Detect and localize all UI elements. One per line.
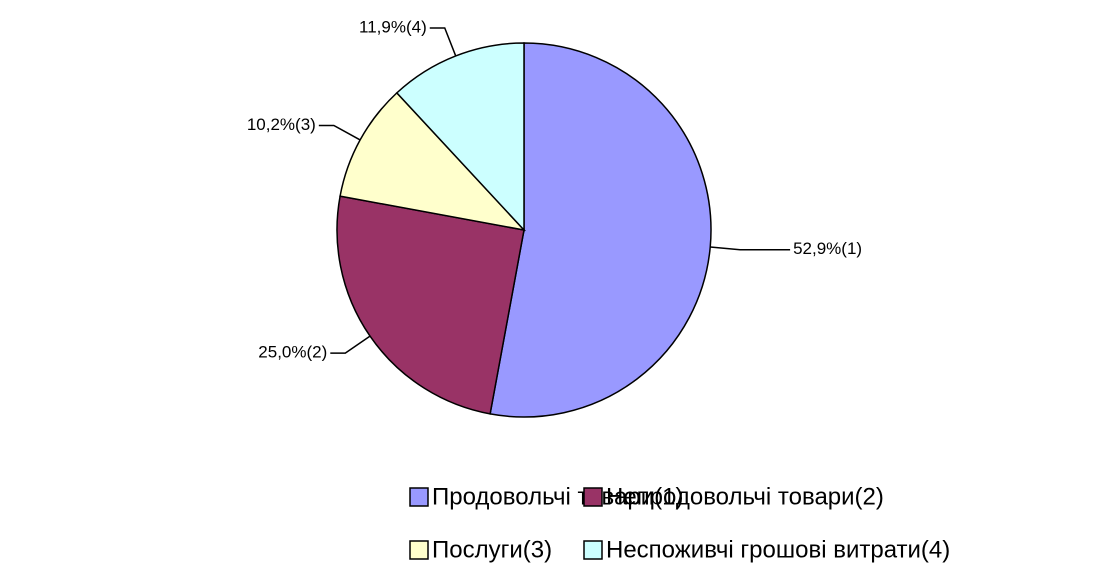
legend-swatch [409, 540, 429, 560]
legend-label: Неспоживчі грошові витрати(4) [606, 536, 950, 563]
pie-slice [489, 42, 712, 418]
legend-label: Непродовольчі товари(2) [606, 483, 884, 510]
leader-line [330, 335, 371, 354]
legend-label: Послуги(3) [432, 536, 552, 563]
legend-swatch [583, 540, 603, 560]
data-label: 52,9%(1) [793, 239, 862, 258]
pie-slice [395, 42, 525, 232]
data-label: 25,0%(2) [258, 343, 327, 362]
leader-line [710, 246, 791, 251]
legend-swatch [409, 487, 429, 507]
leader-line [429, 27, 457, 57]
pie-slice [336, 195, 525, 415]
leader-line [318, 124, 361, 141]
legend-label: Продовольчі товари(1) [432, 483, 683, 510]
data-label: 10,2%(3) [247, 115, 316, 134]
pie-slice [339, 91, 527, 232]
legend-swatch [583, 487, 603, 507]
data-label: 11,9%(4) [359, 17, 427, 36]
